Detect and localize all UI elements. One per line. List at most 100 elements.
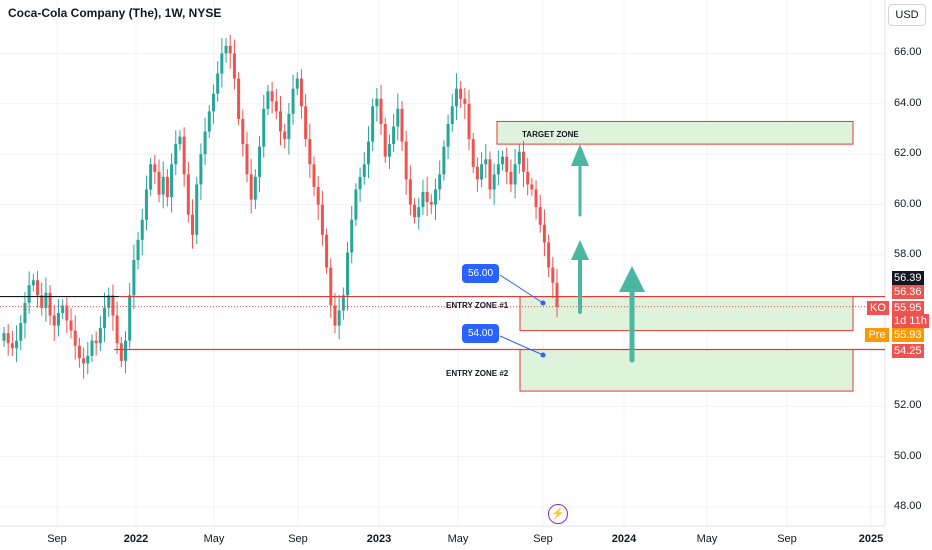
candle-body bbox=[6, 333, 10, 344]
arrow-head bbox=[619, 266, 645, 292]
candle-body bbox=[480, 164, 484, 180]
target-zone-box bbox=[496, 120, 854, 145]
candle-body bbox=[287, 113, 291, 140]
time-axis-tick: Sep bbox=[777, 533, 797, 545]
candle-body bbox=[538, 207, 542, 225]
candle-body bbox=[358, 176, 362, 190]
candle-body bbox=[19, 323, 23, 341]
candle-body bbox=[417, 207, 421, 218]
candle-body bbox=[279, 111, 282, 132]
candle-body bbox=[174, 144, 178, 165]
candle-body bbox=[459, 88, 463, 99]
candle-body bbox=[534, 189, 538, 208]
candle-body bbox=[509, 171, 513, 185]
overlay-layer bbox=[0, 144, 885, 363]
candle-body bbox=[383, 123, 387, 157]
candle-body bbox=[325, 234, 329, 268]
candle-body bbox=[542, 224, 546, 243]
premarket-label: Pre bbox=[865, 328, 889, 342]
candle-body bbox=[203, 131, 207, 155]
lightning-icon[interactable]: ⚡ bbox=[548, 504, 568, 524]
candle-body bbox=[484, 159, 488, 165]
callout-dot-54 bbox=[540, 352, 546, 358]
price-axis-tick: 62.00 bbox=[894, 147, 922, 160]
callout-line-54 bbox=[499, 335, 544, 356]
candle-body bbox=[283, 131, 287, 140]
candle-body bbox=[94, 340, 98, 344]
price-callout-56[interactable]: 56.00 bbox=[462, 264, 500, 283]
candle-body bbox=[153, 164, 157, 172]
candle-body bbox=[496, 164, 500, 175]
price-callout-54[interactable]: 54.00 bbox=[462, 324, 500, 343]
candle-body bbox=[304, 106, 308, 140]
candle-body bbox=[178, 136, 182, 145]
candle-body bbox=[211, 93, 215, 112]
time-axis-tick: Sep bbox=[288, 533, 308, 545]
candle-body bbox=[379, 98, 383, 124]
candle-body bbox=[77, 345, 81, 359]
candle-body bbox=[362, 164, 366, 177]
candle-body bbox=[329, 267, 333, 306]
price-axis-tick: 52.00 bbox=[894, 399, 922, 412]
candle-body bbox=[157, 171, 161, 195]
candle-body bbox=[425, 192, 429, 203]
candle-body bbox=[36, 280, 40, 296]
candle-body bbox=[450, 106, 454, 124]
candle-body bbox=[366, 141, 370, 165]
candle-body bbox=[65, 305, 69, 321]
candle-body bbox=[15, 340, 19, 349]
candle-body bbox=[501, 156, 505, 165]
candle-body bbox=[375, 98, 379, 107]
candle-body bbox=[107, 295, 111, 308]
time-axis-tick: 2025 bbox=[858, 533, 884, 545]
candle-body bbox=[195, 184, 199, 235]
zones-layer bbox=[496, 120, 854, 392]
currency-button[interactable]: USD bbox=[888, 4, 926, 26]
candle-body bbox=[86, 355, 90, 364]
candle-body bbox=[521, 151, 525, 172]
candle-body bbox=[98, 328, 102, 344]
candle-body bbox=[392, 126, 396, 145]
candle-body bbox=[245, 144, 249, 175]
candle-body bbox=[103, 307, 107, 329]
candle-body bbox=[2, 333, 6, 341]
candle-body bbox=[132, 260, 136, 296]
up-arrow-1 bbox=[571, 240, 589, 314]
candle-body bbox=[249, 174, 253, 200]
candle-body bbox=[547, 242, 551, 268]
candle-body bbox=[27, 285, 31, 303]
candle-body bbox=[530, 184, 534, 190]
candle-body bbox=[119, 343, 123, 361]
candle-body bbox=[52, 315, 56, 326]
candle-body bbox=[191, 214, 195, 235]
candle-body bbox=[454, 88, 458, 107]
candle-body bbox=[316, 186, 320, 205]
candle-body bbox=[299, 78, 303, 107]
callout-line-56 bbox=[499, 274, 544, 304]
candle-body bbox=[128, 295, 132, 341]
candle-body bbox=[182, 136, 186, 175]
time-axis-tick: Sep bbox=[533, 533, 553, 545]
candle-body bbox=[438, 174, 442, 190]
candle-body bbox=[488, 159, 492, 190]
candle-body bbox=[471, 139, 475, 167]
countdown-tag: 1d 11h bbox=[892, 314, 929, 328]
candle-body bbox=[220, 53, 224, 74]
candle-body bbox=[421, 192, 425, 208]
candle-body bbox=[165, 176, 169, 198]
candle-body bbox=[429, 202, 433, 205]
candle-body bbox=[90, 340, 94, 356]
price-axis-tick: 60.00 bbox=[894, 197, 922, 210]
candle-body bbox=[232, 53, 236, 79]
candle-body bbox=[266, 91, 270, 109]
time-axis-tick: May bbox=[203, 533, 225, 545]
candle-body bbox=[442, 146, 446, 175]
candle-body bbox=[224, 45, 228, 54]
candle-body bbox=[270, 91, 274, 102]
candle-body bbox=[144, 189, 148, 220]
candle-body bbox=[170, 164, 174, 198]
candle-body bbox=[161, 176, 165, 195]
candle-body bbox=[216, 73, 220, 94]
candle-body bbox=[23, 302, 27, 324]
